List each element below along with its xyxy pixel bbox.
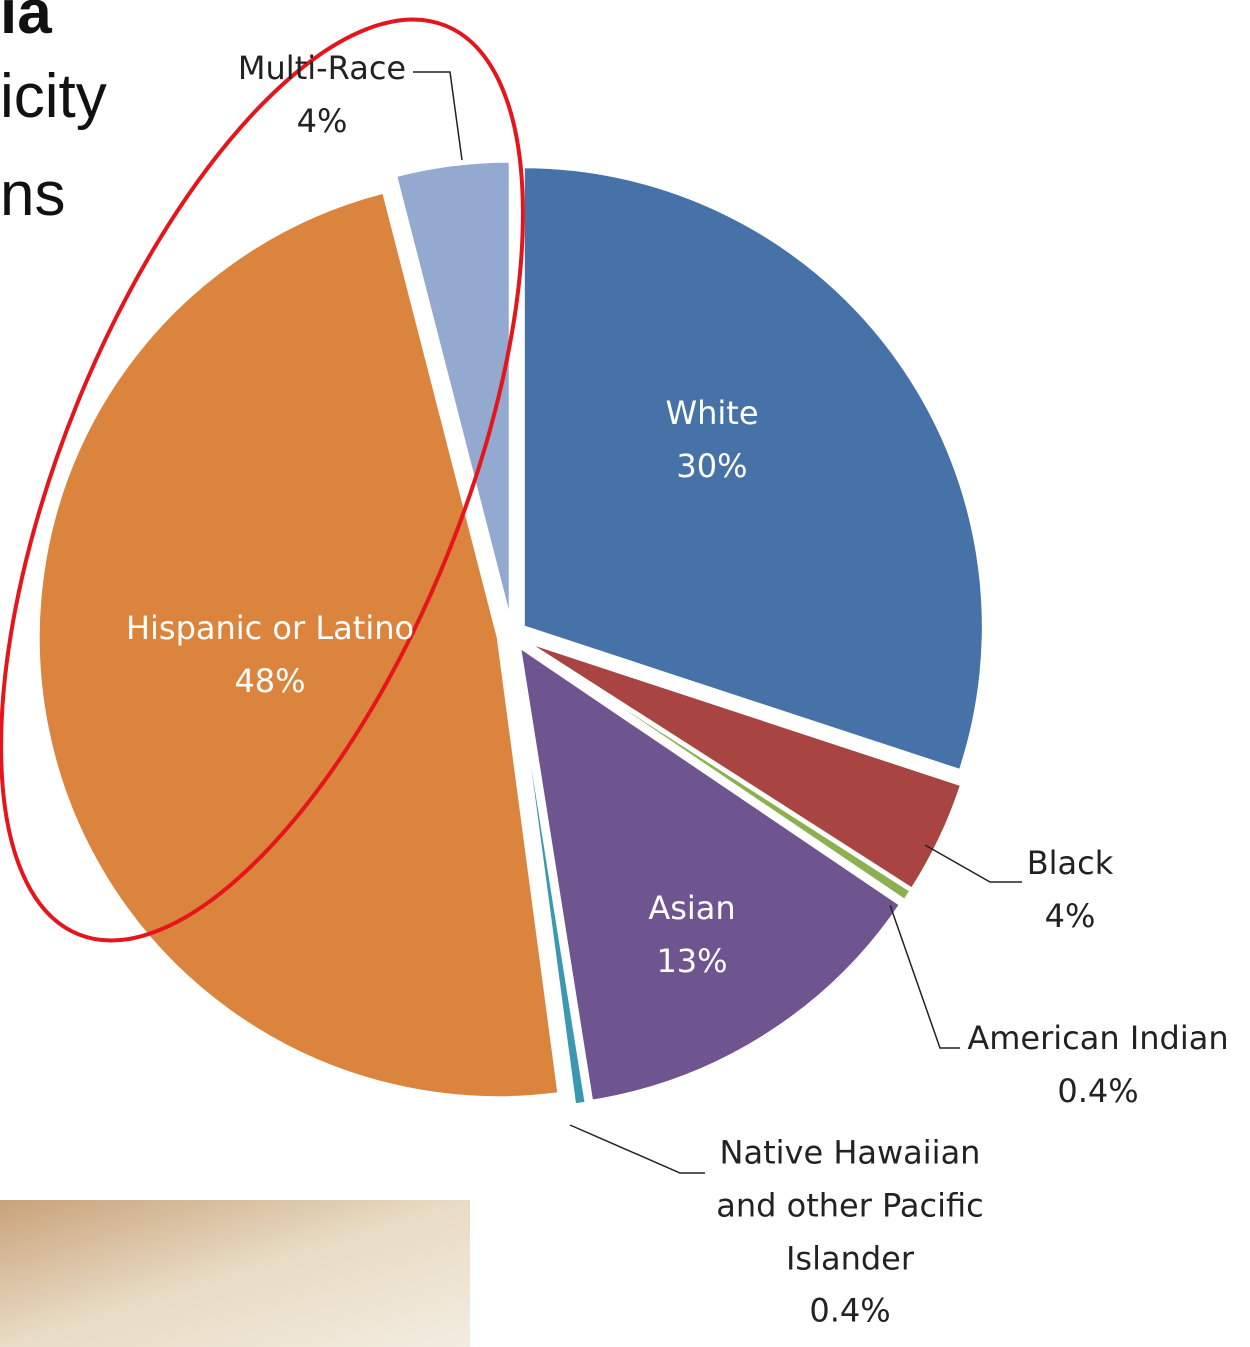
slice-name: Native Hawaiian and other Pacific Island… — [700, 1126, 1000, 1284]
slice-value-label: 0.4% — [967, 1065, 1228, 1118]
slice-name: American Indian — [967, 1012, 1228, 1065]
slice-name: White — [665, 387, 758, 440]
slice-value-label: 4% — [238, 95, 406, 148]
page: {"slide": {"title_lines": ["ia", "icity"… — [0, 0, 1250, 1347]
leader-line — [890, 905, 960, 1048]
slice-value-label: 0.4% — [700, 1285, 1000, 1338]
photo — [0, 1200, 470, 1347]
slice-name: Asian — [648, 882, 735, 935]
leader-line — [570, 1125, 705, 1173]
slice-value-label: 30% — [665, 440, 758, 493]
slice-value-label: 4% — [1027, 890, 1114, 943]
leader-line — [413, 72, 462, 160]
slice-name: Hispanic or Latino — [126, 602, 414, 655]
slice-label: Native Hawaiian and other Pacific Island… — [700, 1126, 1000, 1337]
slice-name: Black — [1027, 837, 1114, 890]
slice-value-label: 13% — [648, 935, 735, 988]
slice-value-label: 48% — [126, 655, 414, 708]
leader-line — [925, 845, 1022, 882]
slice-name: Multi-Race — [238, 42, 406, 95]
